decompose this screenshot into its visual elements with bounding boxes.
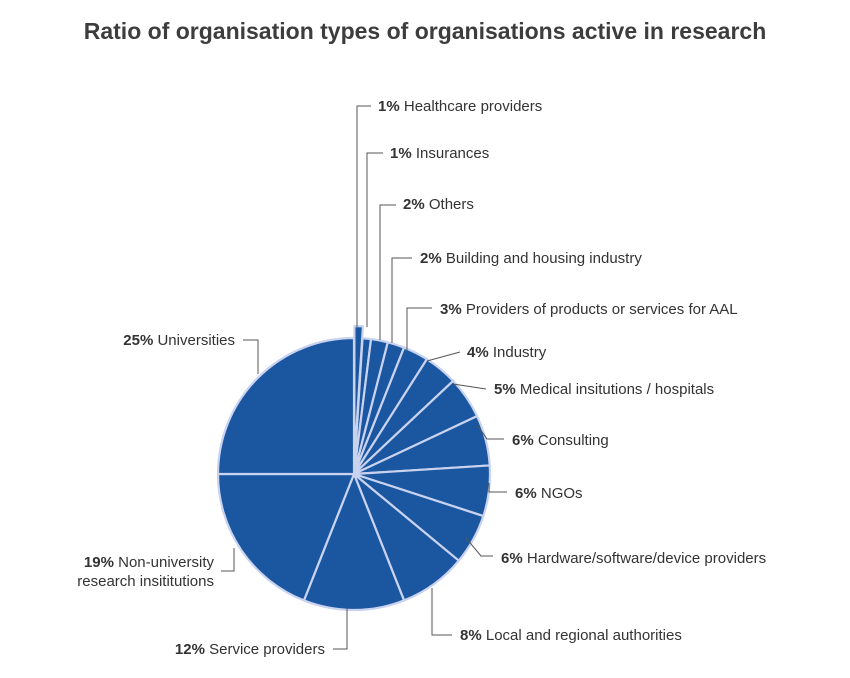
leader-line-1 <box>356 105 371 327</box>
slice-percent: 6% <box>515 485 541 502</box>
slice-label-8: 6% Consulting <box>512 432 609 449</box>
slice-label-3: 2% Others <box>403 196 474 213</box>
slice-percent: 6% <box>501 550 527 567</box>
leader-line-6 <box>426 351 461 362</box>
slice-percent: 2% <box>420 250 446 267</box>
slice-name: Industry <box>493 344 547 361</box>
leader-line-4 <box>391 257 412 343</box>
leader-line-12 <box>333 608 348 650</box>
slice-name: Local and regional authorities <box>486 627 682 644</box>
pie-slice-12 <box>302 472 406 612</box>
slice-label-9: 6% NGOs <box>515 485 583 502</box>
slice-label-7: 5% Medical insitutions / hospitals <box>494 381 714 398</box>
slice-percent: 6% <box>512 432 538 449</box>
slice-percent: 8% <box>460 627 486 644</box>
slice-label-6: 4% Industry <box>467 344 547 361</box>
slice-name: Medical insitutions / hospitals <box>520 381 714 398</box>
leader-line-8 <box>477 425 504 440</box>
leader-line-14 <box>243 339 259 374</box>
slice-name: NGOs <box>541 485 583 502</box>
slice-name: Building and housing industry <box>446 250 642 267</box>
slice-name: Healthcare providers <box>404 98 542 115</box>
slice-label-11: 8% Local and regional authorities <box>460 627 682 644</box>
pie-slice-13 <box>216 472 356 602</box>
slice-label-10: 6% Hardware/software/device providers <box>501 550 766 567</box>
slice-name: Universities <box>157 332 235 349</box>
slice-name: Others <box>429 196 474 213</box>
slice-name: Insurances <box>416 145 489 162</box>
slice-label-14: 25% Universities <box>123 332 235 349</box>
slice-name: Service providers <box>209 641 325 658</box>
slice-label-13: 19% Non-university research insititutions <box>77 554 214 590</box>
slice-label-5: 3% Providers of products or services for… <box>440 301 738 318</box>
slice-percent: 1% <box>378 98 404 115</box>
chart-title: Ratio of organisation types of organisat… <box>84 18 767 44</box>
slice-label-1: 1% Healthcare providers <box>378 98 542 115</box>
slice-label-4: 2% Building and housing industry <box>420 250 642 267</box>
slice-name: Non-university <box>118 554 214 571</box>
leader-line-13 <box>221 548 235 572</box>
leader-line-3 <box>379 204 396 340</box>
slice-label-2: 1% Insurances <box>390 145 489 162</box>
leader-line-7 <box>452 383 487 390</box>
slice-name-line-2: research insititutions <box>77 573 214 590</box>
leader-lines-layer <box>221 105 507 650</box>
slice-label-12: 12% Service providers <box>175 641 325 658</box>
pie-slice-14 <box>216 336 356 476</box>
slice-percent: 12% <box>175 641 209 658</box>
slice-name: Providers of products or services for AA… <box>466 301 738 318</box>
slice-name: Hardware/software/device providers <box>527 550 766 567</box>
slice-percent: 4% <box>467 344 493 361</box>
leader-line-5 <box>406 307 432 350</box>
slice-name: Consulting <box>538 432 609 449</box>
slice-percent: 3% <box>440 301 466 318</box>
slice-percent: 25% <box>123 332 157 349</box>
slice-percent: 1% <box>390 145 416 162</box>
slices-layer <box>216 324 492 612</box>
slice-percent: 5% <box>494 381 520 398</box>
leader-line-2 <box>366 152 383 327</box>
slice-percent: 2% <box>403 196 429 213</box>
leader-line-11 <box>431 588 452 636</box>
leader-line-10 <box>465 537 493 557</box>
leader-line-9 <box>488 483 507 493</box>
slice-percent: 19% <box>84 554 118 571</box>
